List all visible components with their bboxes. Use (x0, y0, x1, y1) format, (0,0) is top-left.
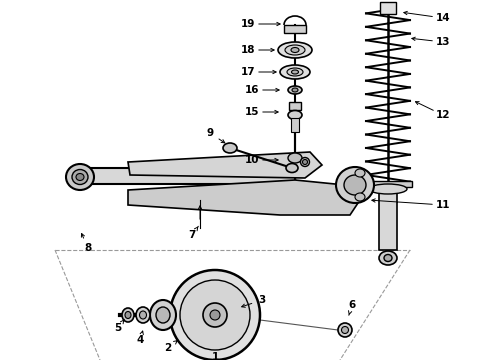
Ellipse shape (286, 163, 298, 172)
Ellipse shape (280, 65, 310, 79)
Ellipse shape (66, 164, 94, 190)
Circle shape (170, 270, 260, 360)
Ellipse shape (223, 143, 237, 153)
Polygon shape (128, 180, 360, 215)
Ellipse shape (150, 300, 176, 330)
Ellipse shape (291, 48, 299, 53)
Ellipse shape (72, 170, 88, 184)
Ellipse shape (287, 68, 303, 76)
Text: 9: 9 (206, 128, 214, 138)
Ellipse shape (302, 159, 308, 165)
Circle shape (210, 310, 220, 320)
Ellipse shape (125, 311, 131, 319)
Ellipse shape (156, 307, 170, 323)
Ellipse shape (355, 169, 365, 177)
Ellipse shape (369, 184, 407, 194)
Text: 1: 1 (211, 352, 219, 360)
Ellipse shape (344, 175, 366, 195)
Bar (364, 181, 412, 187)
Circle shape (203, 303, 227, 327)
Circle shape (180, 280, 250, 350)
Text: 8: 8 (84, 243, 92, 253)
Ellipse shape (278, 42, 312, 58)
Bar (75, 168, 295, 184)
Text: 11: 11 (436, 200, 450, 210)
Text: 10: 10 (245, 155, 259, 165)
Ellipse shape (288, 153, 302, 163)
Text: 5: 5 (114, 323, 122, 333)
Ellipse shape (140, 311, 147, 319)
Ellipse shape (288, 111, 302, 120)
Text: 7: 7 (188, 230, 196, 240)
Ellipse shape (122, 308, 134, 322)
Bar (289, 102, 301, 110)
Ellipse shape (76, 174, 84, 180)
Text: 18: 18 (241, 45, 255, 55)
Text: 14: 14 (436, 13, 450, 23)
Polygon shape (128, 152, 322, 178)
Ellipse shape (338, 323, 352, 337)
Text: 16: 16 (245, 85, 259, 95)
Text: 15: 15 (245, 107, 259, 117)
Ellipse shape (384, 255, 392, 261)
Bar (291, 118, 299, 132)
Ellipse shape (355, 193, 365, 201)
Bar (379, 187, 397, 250)
Text: 4: 4 (136, 335, 144, 345)
Ellipse shape (292, 88, 298, 92)
Text: 17: 17 (241, 67, 255, 77)
Ellipse shape (342, 327, 348, 333)
Text: 13: 13 (436, 37, 450, 47)
Bar (284, 25, 306, 33)
Text: 2: 2 (164, 343, 171, 353)
Bar (380, 2, 396, 14)
Ellipse shape (136, 307, 150, 323)
Ellipse shape (336, 167, 374, 203)
Ellipse shape (288, 86, 302, 94)
Ellipse shape (379, 251, 397, 265)
Text: 3: 3 (258, 295, 266, 305)
Ellipse shape (285, 45, 305, 55)
Text: 19: 19 (241, 19, 255, 29)
Text: 6: 6 (348, 300, 356, 310)
Text: 12: 12 (436, 110, 450, 120)
Ellipse shape (300, 158, 310, 166)
Ellipse shape (292, 70, 298, 74)
